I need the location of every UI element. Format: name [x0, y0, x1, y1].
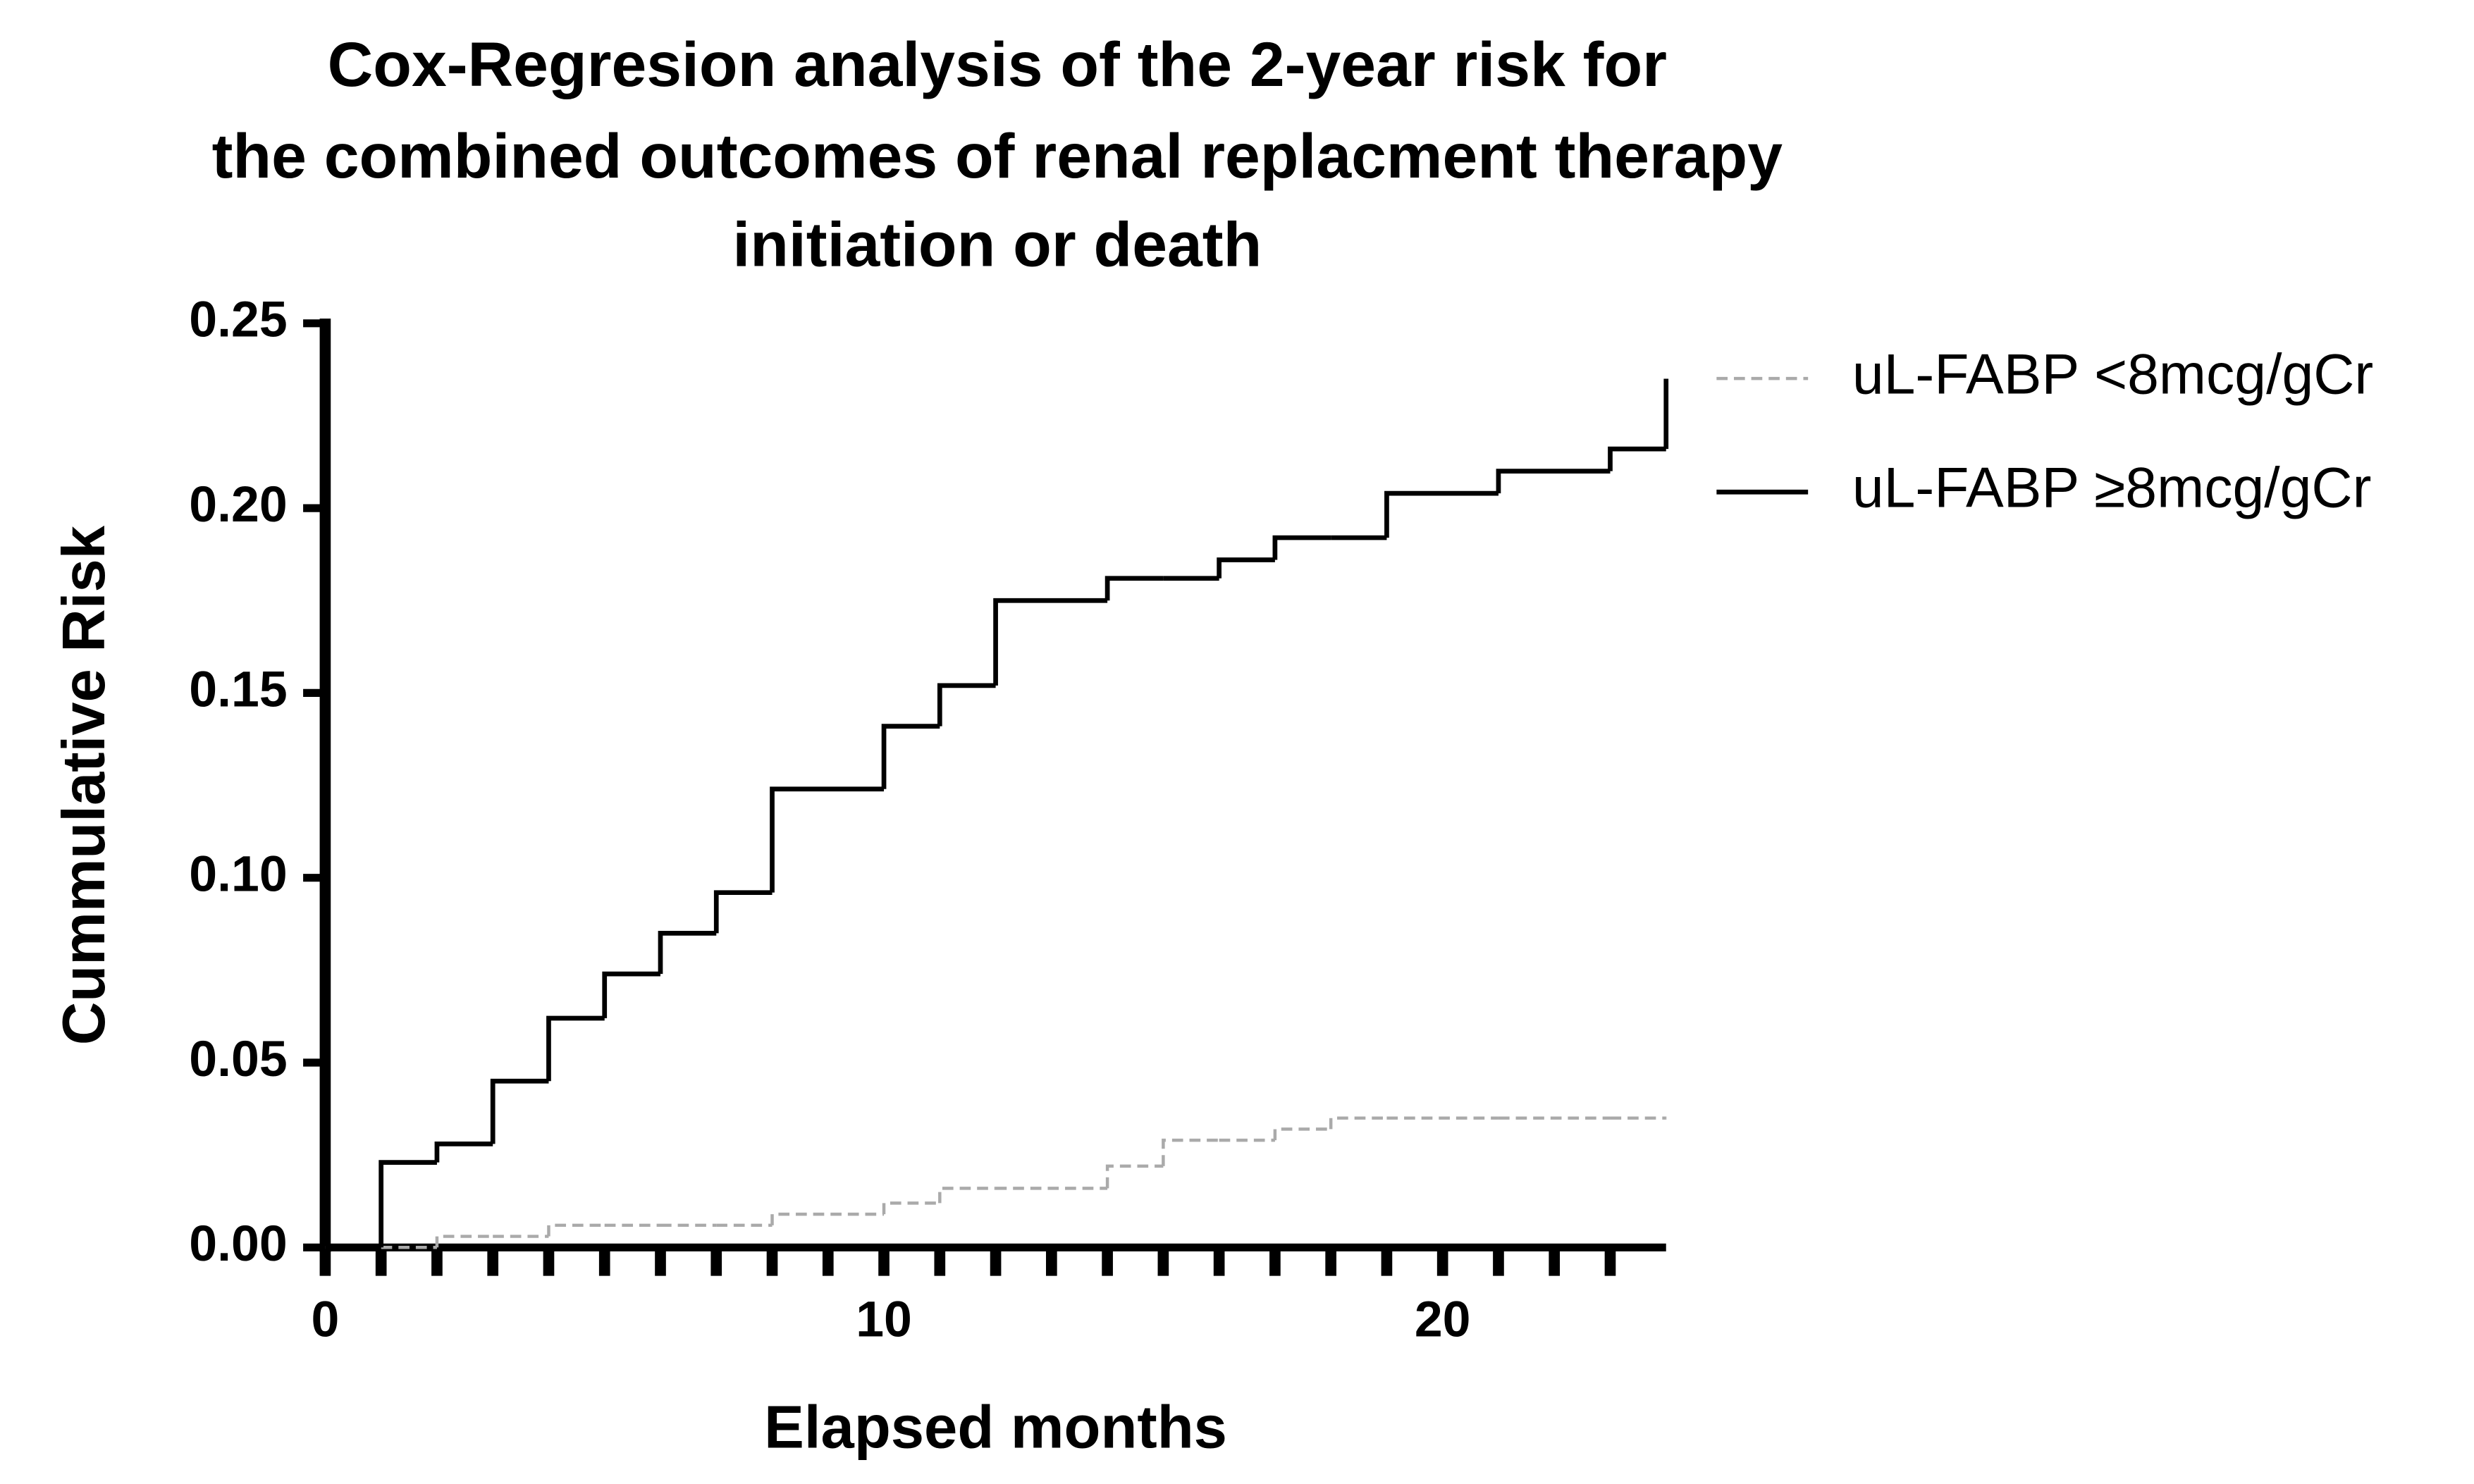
legend-label: uL-FABP ≥8mcg/gCr	[1852, 457, 2372, 520]
step-line	[770, 1212, 885, 1225]
step-line	[434, 1142, 493, 1163]
step-line	[1162, 1138, 1219, 1166]
step-line	[1217, 557, 1275, 579]
y-tick-label: 0.10	[189, 846, 287, 903]
step-line	[770, 786, 885, 893]
step-line	[1105, 1164, 1164, 1189]
chart-title: the combined outcomes of renal replacmen…	[212, 120, 1783, 191]
step-line	[882, 1201, 940, 1215]
chart-title: Cox-Regresion analysis of the 2-year ris…	[328, 29, 1667, 99]
y-axis-label: Cummulative Risk	[51, 525, 118, 1045]
legend-label: uL-FABP <8mcg/gCr	[1852, 342, 2373, 406]
step-line	[993, 598, 1108, 686]
y-tick-label: 0.20	[189, 476, 287, 533]
step-line	[602, 971, 660, 1019]
step-line	[1496, 469, 1611, 494]
step-line	[547, 1223, 605, 1237]
x-tick-label: 10	[856, 1292, 912, 1348]
step-line	[379, 1160, 437, 1248]
step-line	[1273, 1127, 1331, 1141]
step-line	[1104, 576, 1164, 601]
y-tick-label: 0.00	[189, 1216, 287, 1272]
step-line	[435, 1235, 493, 1248]
y-tick-label: 0.05	[189, 1031, 287, 1087]
y-tick-label: 0.25	[189, 292, 287, 348]
step-line	[1272, 535, 1331, 560]
step-line	[546, 1015, 605, 1082]
y-tick-label: 0.15	[189, 661, 287, 717]
step-line	[1329, 1116, 1387, 1130]
step-line	[490, 1078, 549, 1144]
x-tick-label: 20	[1415, 1292, 1471, 1348]
step-line	[658, 931, 717, 975]
step-line	[1608, 446, 1666, 471]
step-line	[937, 683, 996, 726]
step-line	[881, 724, 940, 789]
step-line	[1384, 490, 1498, 538]
x-axis-label: Elapsed months	[764, 1395, 1227, 1461]
chart-title: initiation or death	[732, 209, 1262, 279]
step-line	[938, 1187, 996, 1204]
step-line	[713, 890, 773, 934]
x-tick-label: 0	[311, 1292, 339, 1348]
